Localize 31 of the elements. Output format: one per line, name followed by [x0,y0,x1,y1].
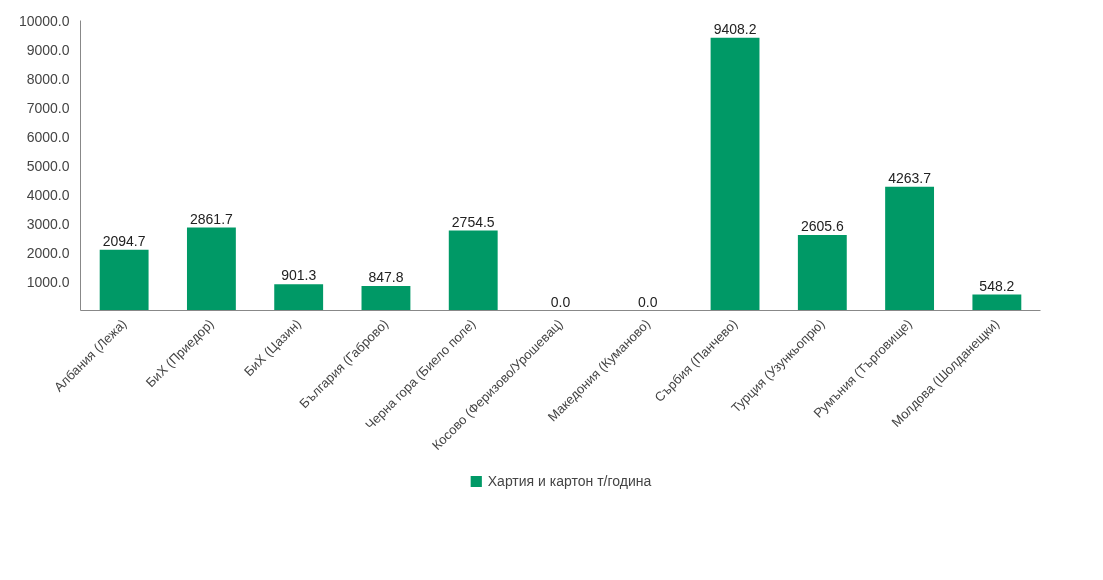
bar [797,234,847,311]
y-tick-label: 1000.0 [26,273,70,290]
y-tick-label: 9000.0 [26,41,70,58]
bar [274,284,324,311]
data-label: 901.3 [281,267,317,284]
y-tick-label: 6000.0 [26,128,70,145]
bar [710,37,760,311]
data-label: 9408.2 [713,20,757,37]
bar [972,294,1022,311]
data-label: 2094.7 [102,232,146,249]
data-label: 2605.6 [800,217,844,234]
legend-label: Хартия и картон т/година [487,473,652,489]
y-tick-label: 4000.0 [26,186,70,203]
bar [361,285,411,311]
bar [186,227,236,311]
y-tick-label: 3000.0 [26,215,70,232]
y-tick-label: 5000.0 [26,157,70,174]
y-tick-label: 2000.0 [26,244,70,261]
data-label: 0.0 [550,293,571,310]
y-tick-label: 7000.0 [26,99,70,116]
data-label: 2861.7 [190,210,234,227]
data-label: 847.8 [368,268,404,285]
data-label: 548.2 [979,277,1015,294]
data-label: 2754.5 [451,213,495,230]
data-label: 0.0 [638,293,658,310]
y-tick-label: 10000.0 [18,12,70,29]
y-tick-label: 8000.0 [26,70,70,87]
bar [99,249,149,311]
data-label: 4263.7 [888,169,932,186]
bar [448,230,498,311]
bar [885,186,935,311]
